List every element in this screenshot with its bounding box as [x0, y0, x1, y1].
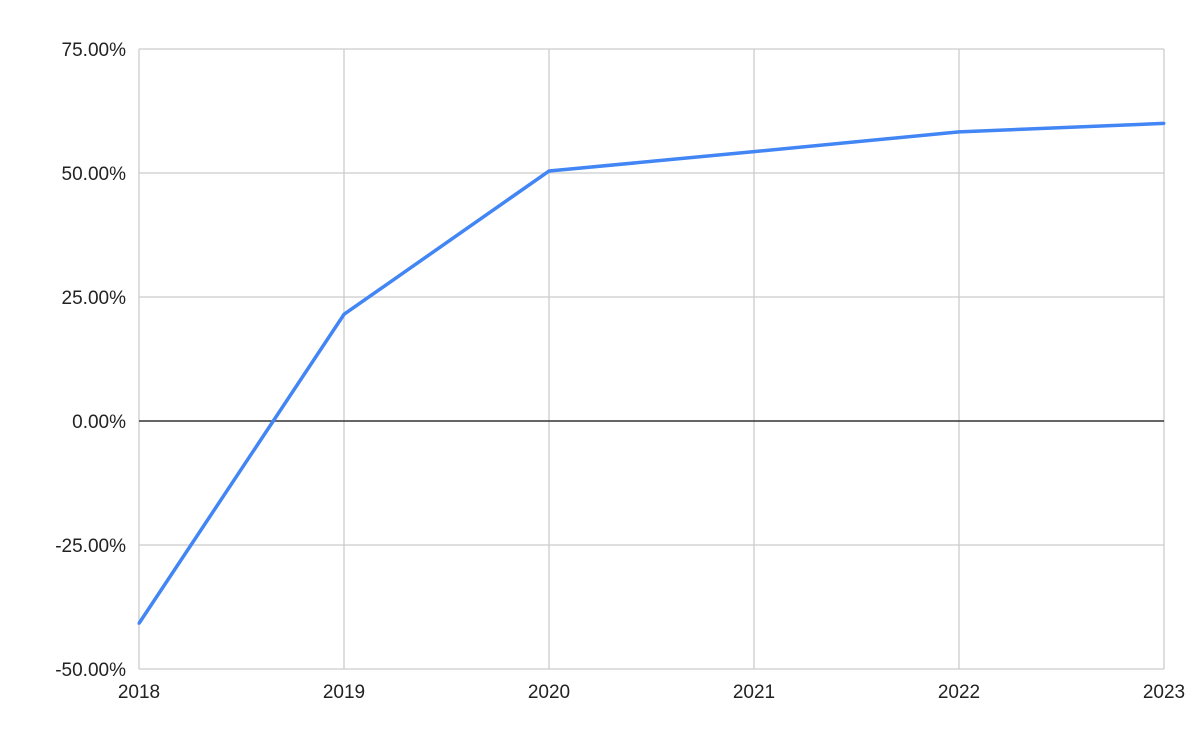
series-line [137, 121, 1165, 625]
y-axis-ticks: -50.00% -25.00% 0.00% 25.00% 50.00% 75.00% [55, 40, 126, 681]
x-tick-label: 2019 [323, 682, 365, 703]
x-tick-label: 2021 [733, 682, 775, 703]
x-tick-label: 2023 [1143, 682, 1185, 703]
data-point [137, 621, 141, 625]
x-tick-label: 2018 [118, 682, 160, 703]
y-tick-label: 25.00% [62, 288, 127, 309]
y-tick-label: 50.00% [62, 164, 127, 185]
data-point [957, 130, 961, 134]
y-tick-label: -50.00% [55, 660, 126, 681]
x-tick-label: 2022 [938, 682, 980, 703]
y-tick-label: -25.00% [55, 536, 126, 557]
grid [138, 48, 1165, 670]
x-tick-label: 2020 [528, 682, 570, 703]
series-layer [137, 121, 1166, 625]
y-tick-label: 75.00% [62, 40, 127, 61]
data-point [752, 150, 756, 154]
data-point [342, 312, 346, 316]
data-point [1162, 121, 1166, 125]
x-axis-ticks: 2018 2019 2020 2021 2022 2023 [118, 682, 1185, 703]
data-point [547, 169, 551, 173]
y-tick-label: 0.00% [72, 412, 126, 433]
